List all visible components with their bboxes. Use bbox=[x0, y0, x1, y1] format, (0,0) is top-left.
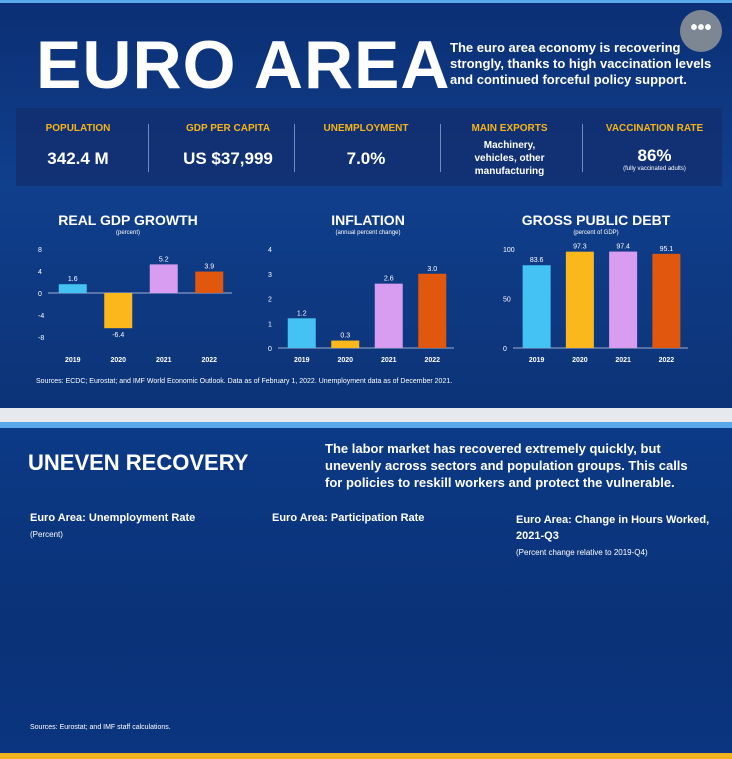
y-tick-label: 100 bbox=[503, 247, 515, 254]
y-tick-label: 50 bbox=[503, 297, 511, 304]
stat-value: Machinery, vehicles, other manufacturing bbox=[474, 140, 545, 177]
y-tick-label: 1 bbox=[268, 321, 272, 328]
bar bbox=[58, 284, 87, 293]
source-note: Sources: Eurostat; and IMF staff calcula… bbox=[30, 724, 171, 731]
divider bbox=[440, 124, 441, 172]
divider bbox=[148, 124, 149, 172]
bar bbox=[522, 265, 551, 348]
data-label: 95.1 bbox=[660, 246, 674, 253]
bar bbox=[331, 340, 360, 348]
data-label: -6.4 bbox=[112, 332, 124, 339]
x-tick-label: 2022 bbox=[424, 357, 440, 364]
data-label: 2.6 bbox=[384, 276, 394, 283]
y-tick-label: 0 bbox=[268, 346, 272, 353]
stat-value: 86% bbox=[637, 146, 672, 165]
page-title: EURO AREA bbox=[36, 27, 451, 103]
chart-subtitle: (annual percent change) bbox=[335, 230, 401, 236]
bar bbox=[652, 253, 681, 348]
data-label: 1.2 bbox=[297, 310, 307, 317]
x-tick-label: 2019 bbox=[65, 357, 81, 364]
labor-panel bbox=[0, 422, 732, 759]
chart-title: Euro Area: Participation Rate bbox=[272, 512, 425, 524]
more-icon[interactable]: ••• bbox=[680, 10, 722, 52]
y-tick-label: 3 bbox=[268, 272, 272, 279]
y-tick-label: 4 bbox=[38, 269, 42, 276]
chart-subtitle: (percent) bbox=[115, 230, 140, 236]
stat-label: POPULATION bbox=[45, 123, 111, 134]
stat-value: 7.0% bbox=[346, 149, 386, 168]
top-border bbox=[0, 0, 732, 3]
data-label: 5.2 bbox=[159, 256, 169, 263]
y-tick-label: -4 bbox=[38, 313, 44, 320]
source-note: Sources: ECDC; Eurostat; and IMF World E… bbox=[36, 378, 453, 385]
y-tick-label: 2 bbox=[268, 297, 272, 304]
x-tick-label: 2019 bbox=[529, 357, 545, 364]
bar bbox=[195, 271, 224, 293]
chart-title: Euro Area: Change in Hours Worked, 2021-… bbox=[516, 514, 710, 542]
y-tick-label: 8 bbox=[38, 247, 42, 254]
x-tick-label: 2021 bbox=[156, 357, 172, 364]
bar bbox=[565, 251, 594, 348]
bar bbox=[104, 293, 133, 329]
intro-text: The euro area economy is recovering stro… bbox=[450, 40, 712, 87]
stats-band bbox=[16, 108, 722, 186]
stat-label: VACCINATION RATE bbox=[605, 123, 704, 134]
data-label: 83.6 bbox=[530, 257, 544, 264]
x-tick-label: 2022 bbox=[201, 357, 217, 364]
y-tick-label: 0 bbox=[503, 346, 507, 353]
stat-label: GDP PER CAPITA bbox=[185, 123, 271, 134]
bar bbox=[418, 273, 447, 348]
stat-label: MAIN EXPORTS bbox=[471, 123, 548, 134]
data-label: 3.0 bbox=[427, 266, 437, 273]
bottom-border bbox=[0, 753, 732, 759]
y-tick-label: 4 bbox=[268, 247, 272, 254]
data-label: 97.4 bbox=[616, 244, 630, 251]
chart-subtitle: (percent of GDP) bbox=[573, 230, 619, 236]
x-tick-label: 2020 bbox=[337, 357, 353, 364]
x-tick-label: 2019 bbox=[294, 357, 310, 364]
section-border bbox=[0, 422, 732, 428]
x-tick-label: 2021 bbox=[381, 357, 397, 364]
x-tick-label: 2021 bbox=[615, 357, 631, 364]
bar bbox=[374, 283, 403, 348]
y-tick-label: 0 bbox=[38, 291, 42, 298]
data-label: 97.3 bbox=[573, 244, 587, 251]
chart-title: Euro Area: Unemployment Rate bbox=[30, 512, 196, 524]
section-intro: The labor market has recovered extremely… bbox=[325, 441, 688, 490]
x-tick-label: 2022 bbox=[659, 357, 675, 364]
x-tick-label: 2020 bbox=[572, 357, 588, 364]
chart-title: GROSS PUBLIC DEBT bbox=[521, 212, 671, 228]
bar bbox=[609, 251, 638, 348]
bar bbox=[287, 318, 316, 348]
chart-subtitle: (Percent) bbox=[30, 530, 63, 539]
stat-note: (fully vaccinated adults) bbox=[623, 166, 686, 172]
stat-label: UNEMPLOYMENT bbox=[323, 123, 409, 134]
section-title: UNEVEN RECOVERY bbox=[28, 450, 249, 475]
data-label: 0.3 bbox=[340, 333, 350, 340]
divider bbox=[582, 124, 583, 172]
stat-value: US $37,999 bbox=[183, 149, 273, 168]
bar bbox=[149, 264, 178, 293]
chart-title: REAL GDP GROWTH bbox=[58, 212, 198, 228]
x-tick-label: 2020 bbox=[110, 357, 126, 364]
chart-title: INFLATION bbox=[331, 212, 405, 228]
stat-value: 342.4 M bbox=[47, 149, 109, 168]
data-label: 3.9 bbox=[204, 264, 214, 271]
data-label: 1.6 bbox=[68, 276, 78, 283]
chart-subtitle: (Percent change relative to 2019-Q4) bbox=[516, 548, 648, 557]
y-tick-label: -8 bbox=[38, 335, 44, 342]
divider bbox=[294, 124, 295, 172]
